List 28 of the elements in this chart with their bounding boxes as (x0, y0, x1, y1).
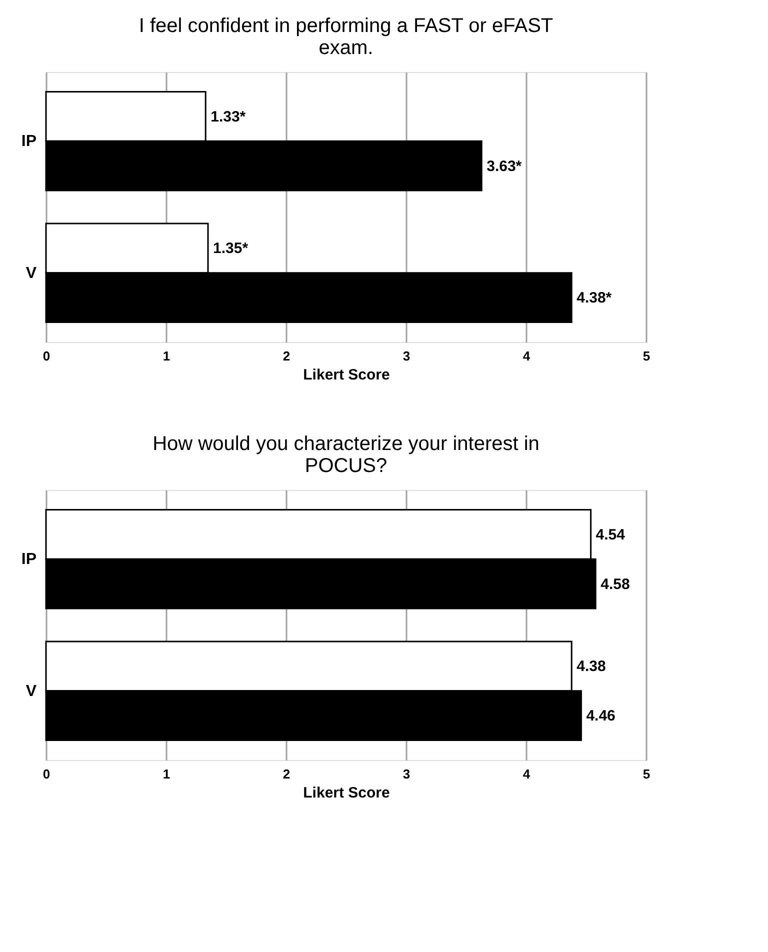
x-tick-label: 3 (402, 766, 410, 782)
x-tick-label: 2 (282, 348, 290, 364)
x-axis-title: Likert Score (303, 366, 390, 384)
x-tick-label: 4 (522, 766, 531, 782)
data-label: 3.63* (486, 158, 522, 175)
data-label: 1.35* (213, 240, 248, 258)
x-tick-label: 5 (642, 348, 650, 364)
x-tick-label: 1 (162, 766, 170, 782)
data-label: 4.38 (576, 658, 606, 676)
x-tick-label: 3 (402, 348, 410, 364)
data-label: 1.33* (210, 108, 246, 126)
x-tick-label: 4 (522, 348, 531, 364)
x-tick-label: 0 (42, 766, 50, 782)
y-tick-label: IP (21, 133, 37, 150)
x-axis-title: Likert Score (303, 784, 390, 802)
data-label: 4.46 (586, 708, 616, 725)
data-label: 4.58 (600, 576, 630, 593)
x-tick-label: 5 (642, 766, 650, 782)
chart-title: I feel confident in performing a FAST or eFAST exam. (138, 15, 554, 59)
chart-title: How would you characterize your interest in POCUS? (152, 433, 540, 477)
x-tick-label: 1 (162, 348, 170, 364)
data-label: 4.38* (576, 290, 612, 307)
y-tick-label: V (26, 264, 37, 282)
x-tick-label: 2 (282, 766, 290, 782)
y-tick-label: V (26, 682, 37, 700)
x-tick-label: 0 (42, 348, 50, 364)
y-tick-label: IP (21, 551, 37, 568)
data-label: 4.54 (596, 526, 626, 544)
